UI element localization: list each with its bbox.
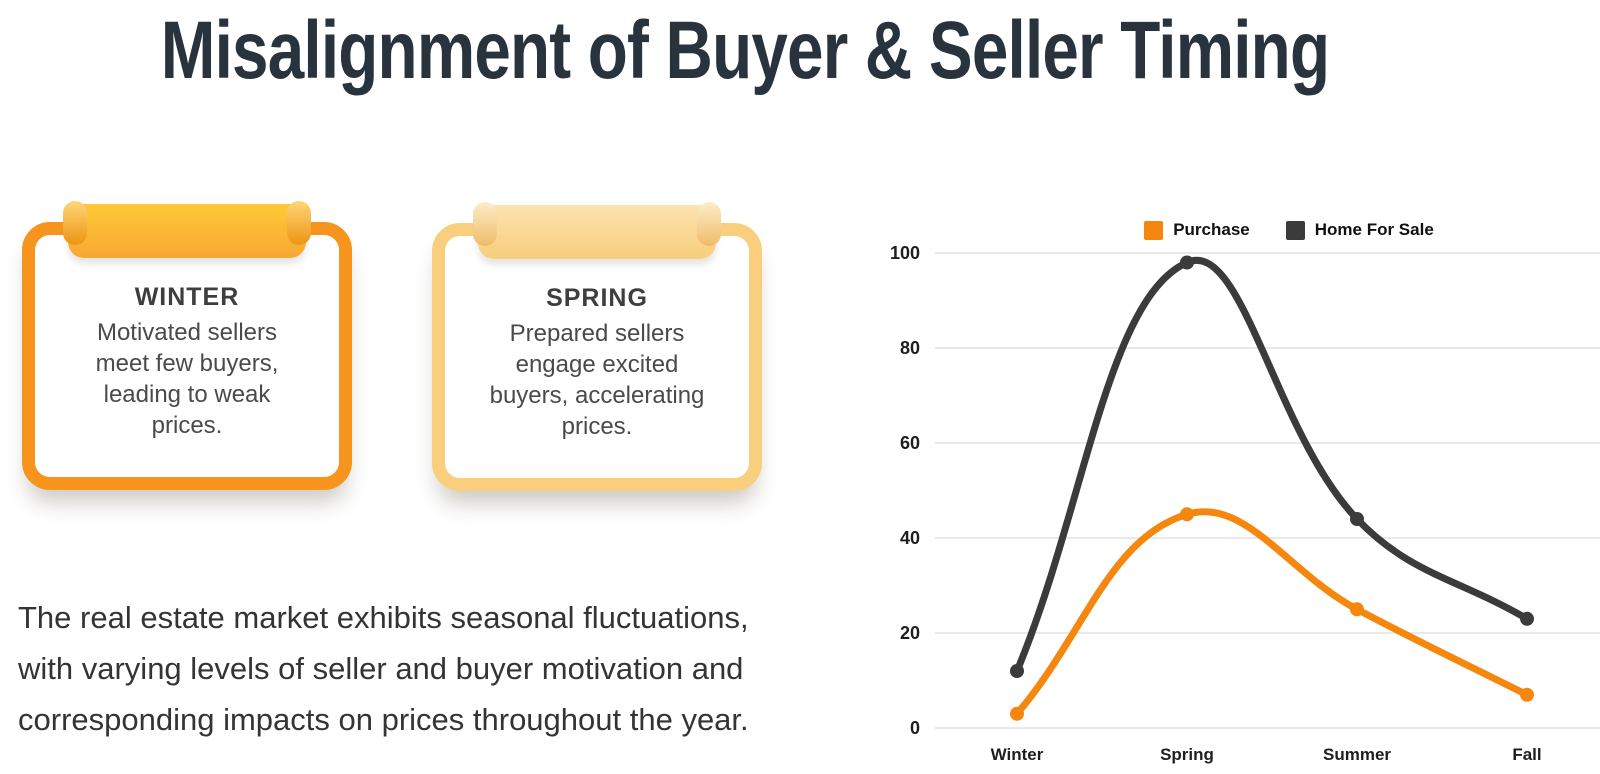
x-tick-label-winter: Winter — [991, 745, 1044, 764]
legend-item-purchase: Purchase — [1144, 220, 1250, 240]
y-tick-label-80: 80 — [900, 338, 920, 358]
seasonal-line-chart: 0 20 40 60 80 100 Winter Spring Summer Fall — [890, 243, 1600, 764]
y-tick-label-40: 40 — [900, 528, 920, 548]
data-point-purchase-winter — [1010, 706, 1024, 721]
banner-curl-right-icon — [287, 201, 311, 245]
series-line-home-for-sale — [1013, 256, 1531, 675]
legend-swatch-icon — [1285, 220, 1305, 240]
spring-card-banner — [473, 202, 721, 259]
page-title: Misalignment of Buyer & Seller Timing — [160, 5, 1330, 96]
legend-label: Purchase — [1173, 220, 1250, 239]
y-tick-label-60: 60 — [900, 433, 920, 453]
chart-legend: Purchase Home For Sale — [860, 217, 1600, 243]
winter-card-title: WINTER — [134, 283, 240, 311]
banner-curl-right-icon — [697, 202, 721, 246]
spring-card-body: Prepared sellers engage excited buyers, … — [489, 320, 705, 440]
data-point-purchase-summer — [1350, 602, 1364, 617]
winter-card: WINTER Motivated sellers meet few buyers… — [22, 201, 352, 490]
data-point-home-for-sale-summer — [1350, 512, 1364, 526]
seasonal-chart: Purchase Home For Sale 0 20 40 60 80 100 Winter… — [860, 195, 1600, 774]
x-tick-label-spring: Spring — [1160, 745, 1214, 764]
x-tick-label-fall: Fall — [1512, 745, 1541, 764]
winter-card-body: Motivated sellers meet few buyers, leadi… — [95, 319, 279, 439]
legend-label: Home For Sale — [1314, 220, 1434, 239]
data-point-purchase-spring — [1180, 507, 1194, 522]
banner-curl-left-icon — [63, 201, 87, 245]
data-point-home-for-sale-spring — [1180, 255, 1194, 270]
spring-card-title: SPRING — [546, 284, 648, 312]
series-line-purchase — [1013, 508, 1531, 718]
data-point-purchase-fall — [1520, 687, 1534, 702]
y-tick-label-20: 20 — [900, 623, 920, 643]
y-tick-label-0: 0 — [910, 718, 920, 738]
spring-card: SPRING Prepared sellers engage excited b… — [432, 202, 762, 491]
data-point-home-for-sale-winter — [1010, 664, 1024, 678]
summary-paragraph: The real estate market exhibits seasonal… — [18, 600, 749, 737]
legend-item-home-for-sale: Home For Sale — [1285, 220, 1434, 240]
legend-swatch-icon — [1144, 220, 1164, 240]
winter-card-banner — [63, 201, 311, 258]
x-tick-label-summer: Summer — [1323, 745, 1391, 764]
y-tick-label-100: 100 — [890, 243, 920, 263]
banner-curl-left-icon — [473, 202, 497, 246]
data-point-home-for-sale-fall — [1520, 611, 1534, 626]
